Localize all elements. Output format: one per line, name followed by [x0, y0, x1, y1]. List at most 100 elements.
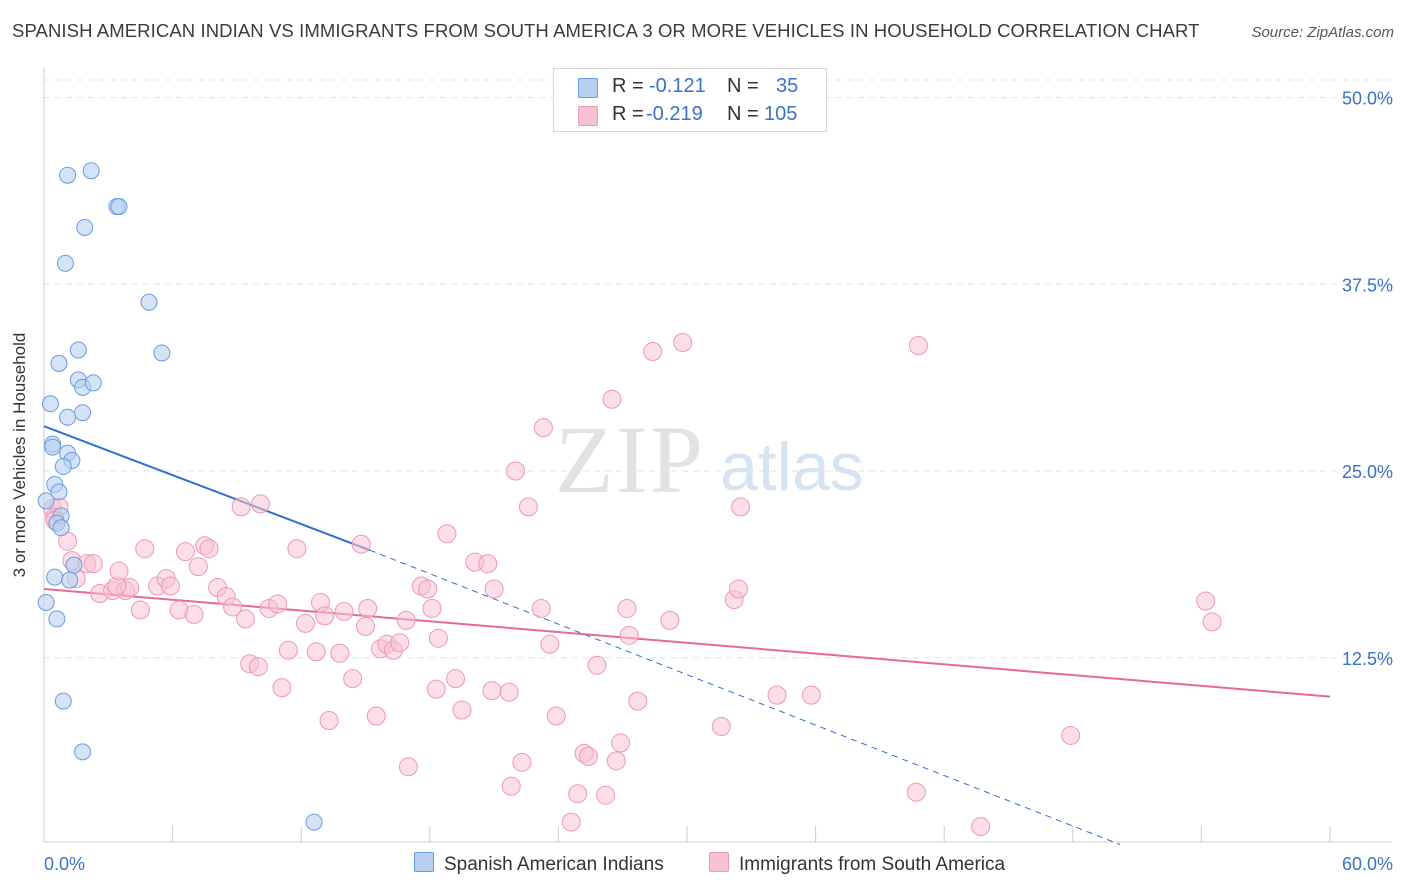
point-immigrants-101 — [971, 817, 991, 837]
source-label: Source: ZipAtlas.com — [1251, 24, 1394, 41]
point-immigrants-58 — [418, 579, 438, 599]
watermark-atlas: atlas — [720, 429, 864, 505]
legend-n-value-2: 105 — [764, 103, 798, 125]
gridlines — [44, 79, 1392, 659]
point-immigrants-100 — [906, 782, 926, 802]
point-immigrants-86 — [606, 751, 626, 771]
point-immigrants-39 — [295, 613, 315, 633]
point-immigrants-97 — [767, 685, 787, 705]
point-immigrants-45 — [334, 601, 354, 621]
point-immigrants-82 — [587, 655, 607, 675]
point-immigrants-14 — [130, 600, 150, 620]
point-immigrants-15 — [135, 539, 155, 559]
point-spanish-28 — [46, 568, 64, 586]
point-spanish-14 — [59, 408, 77, 426]
point-immigrants-47 — [351, 534, 371, 554]
legend-item-spanish: Spanish American Indians — [414, 852, 664, 876]
legend-item-immigrants: Immigrants from South America — [709, 852, 1005, 876]
point-immigrants-85 — [602, 389, 622, 409]
point-immigrants-68 — [484, 579, 504, 599]
point-immigrants-55 — [396, 610, 416, 630]
y-tick-label-1: 25.0% — [1342, 462, 1393, 482]
series-immigrants-points — [43, 333, 1222, 837]
legend-bottom-label-immigrants: Immigrants from South America — [739, 854, 1006, 875]
point-immigrants-48 — [356, 616, 375, 636]
point-immigrants-78 — [561, 812, 581, 832]
x-tick-label-max: 60.0% — [1342, 854, 1393, 874]
legend-r-value-2: -0.219 — [646, 103, 703, 125]
trend-line-immigrants — [43, 588, 1331, 698]
point-immigrants-50 — [366, 706, 386, 726]
point-spanish-33 — [74, 743, 92, 761]
legend-r-label-2: R = — [612, 103, 644, 125]
point-immigrants-29 — [231, 497, 251, 517]
point-spanish-0 — [59, 166, 77, 184]
point-immigrants-77 — [546, 706, 566, 726]
y-tick-label-0: 12.5% — [1342, 649, 1393, 669]
trend-line-spanish-extension — [369, 549, 1121, 845]
point-immigrants-59 — [422, 598, 442, 618]
point-immigrants-99 — [908, 336, 928, 356]
legend-bottom-swatch-blue — [414, 852, 434, 872]
axis-ticks — [43, 826, 1331, 842]
point-spanish-20 — [54, 458, 72, 476]
point-immigrants-81 — [578, 746, 598, 766]
point-immigrants-21 — [175, 542, 195, 562]
watermark-zip: ZIP — [555, 406, 705, 513]
point-spanish-12 — [84, 374, 102, 392]
point-spanish-5 — [56, 254, 74, 272]
point-immigrants-49 — [358, 598, 378, 618]
legend-row-immigrants: R = -0.219 N = 105 — [554, 101, 826, 129]
legend-r-value-1: -0.121 — [649, 75, 706, 97]
trend-line-spanish — [43, 425, 371, 552]
legend-r-label-1: R = — [612, 75, 644, 97]
axes — [43, 68, 1392, 843]
chart-title: SPANISH AMERICAN INDIAN VS IMMIGRANTS FR… — [12, 20, 1200, 41]
point-spanish-8 — [69, 341, 87, 359]
point-immigrants-96 — [731, 497, 751, 517]
point-spanish-30 — [37, 593, 55, 611]
point-immigrants-87 — [617, 598, 637, 618]
legend-bottom-swatch-pink — [709, 852, 729, 872]
point-immigrants-62 — [437, 524, 457, 544]
point-immigrants-66 — [478, 554, 498, 574]
point-immigrants-33 — [250, 494, 270, 514]
point-spanish-13 — [41, 395, 59, 413]
point-immigrants-8 — [83, 554, 103, 574]
legend-swatch-pink — [578, 106, 598, 126]
point-immigrants-76 — [540, 634, 560, 654]
point-spanish-7 — [153, 344, 171, 362]
legend-n-value-1: 35 — [776, 75, 799, 97]
point-immigrants-35 — [268, 594, 288, 614]
point-immigrants-103 — [1196, 591, 1216, 611]
point-spanish-29 — [61, 571, 79, 589]
point-immigrants-79 — [568, 784, 588, 804]
legend-row-spanish: R = -0.121 N = 35 — [554, 73, 826, 101]
x-tick-label-min: 0.0% — [44, 854, 85, 874]
point-immigrants-42 — [315, 606, 335, 626]
point-spanish-9 — [50, 354, 68, 372]
point-spanish-34 — [305, 813, 323, 831]
point-immigrants-38 — [287, 539, 307, 559]
point-immigrants-54 — [390, 633, 410, 653]
point-spanish-32 — [54, 692, 72, 710]
point-immigrants-32 — [248, 657, 268, 677]
point-immigrants-37 — [278, 640, 298, 660]
point-immigrants-83 — [596, 785, 616, 805]
point-immigrants-30 — [235, 609, 255, 629]
point-spanish-3 — [110, 198, 128, 216]
point-spanish-17 — [44, 438, 62, 456]
point-spanish-4 — [76, 218, 94, 236]
trend-lines — [43, 425, 1331, 845]
point-spanish-1 — [82, 162, 100, 180]
point-spanish-27 — [65, 556, 83, 574]
point-immigrants-67 — [482, 681, 502, 701]
legend-n-label-2: N = — [727, 103, 759, 125]
point-immigrants-70 — [501, 776, 521, 796]
point-immigrants-75 — [533, 418, 553, 438]
point-immigrants-69 — [499, 682, 519, 702]
point-immigrants-22 — [184, 604, 204, 624]
point-immigrants-98 — [801, 685, 821, 705]
legend-series: Spanish American Indians Immigrants from… — [0, 852, 1406, 878]
